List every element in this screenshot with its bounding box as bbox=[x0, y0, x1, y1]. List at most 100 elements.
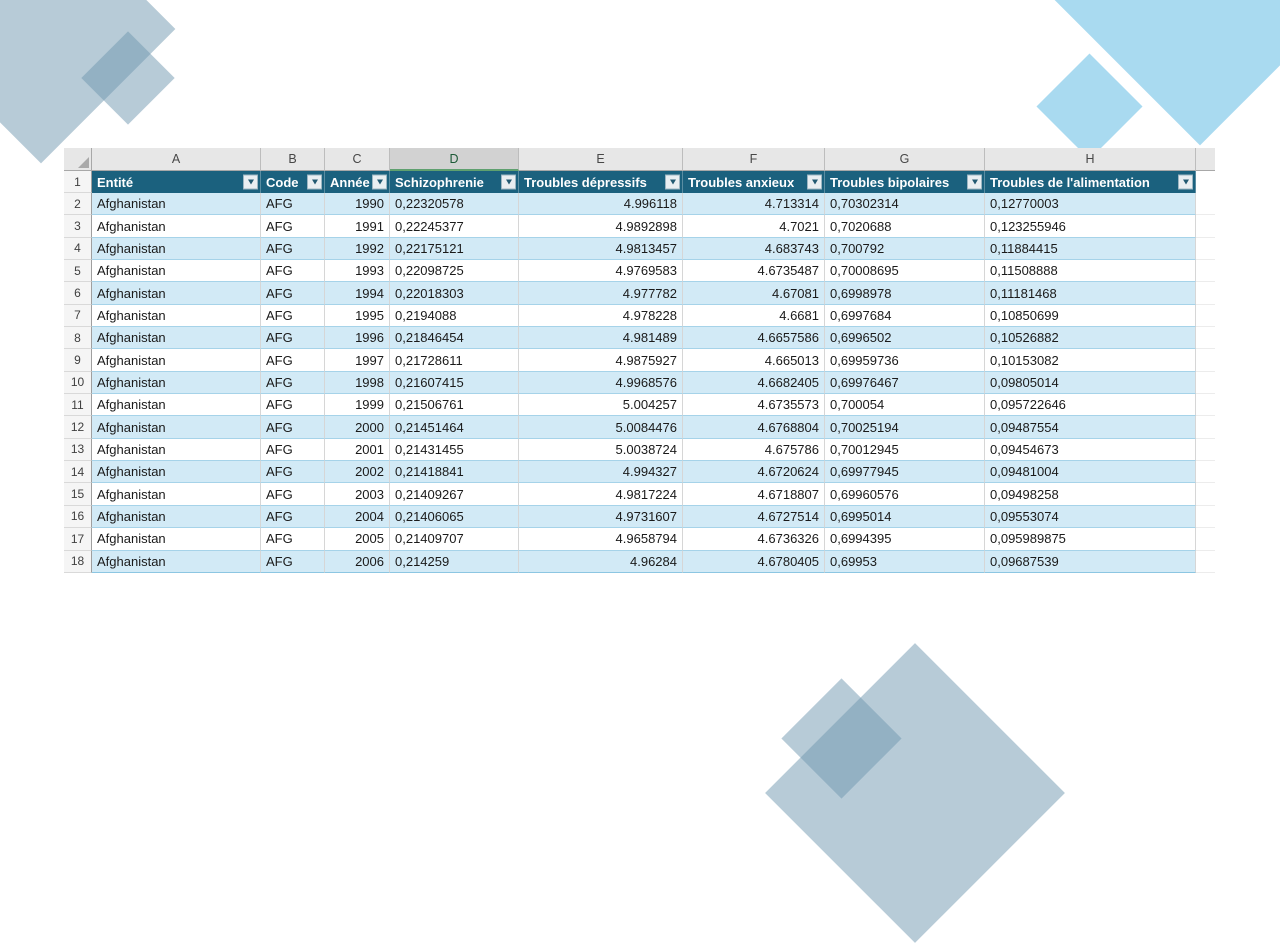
filter-button[interactable] bbox=[807, 174, 822, 190]
cell[interactable]: Afghanistan bbox=[92, 416, 261, 439]
cell[interactable]: 0,69960576 bbox=[825, 483, 985, 506]
cell[interactable]: Afghanistan bbox=[92, 193, 261, 216]
cell[interactable]: 4.9658794 bbox=[519, 528, 683, 551]
cell[interactable]: 0,09481004 bbox=[985, 461, 1196, 484]
cell[interactable]: 0,21451464 bbox=[390, 416, 519, 439]
cell[interactable]: 0,095722646 bbox=[985, 394, 1196, 417]
cell[interactable]: 2005 bbox=[325, 528, 390, 551]
cell[interactable]: 4.6718807 bbox=[683, 483, 825, 506]
cell[interactable]: 1998 bbox=[325, 371, 390, 395]
cell[interactable]: AFG bbox=[261, 394, 325, 417]
filter-button[interactable] bbox=[665, 174, 680, 190]
cell[interactable]: 4.96284 bbox=[519, 550, 683, 573]
cell[interactable]: 4.9968576 bbox=[519, 371, 683, 395]
cell[interactable]: AFG bbox=[261, 371, 325, 395]
cell[interactable]: 2000 bbox=[325, 416, 390, 439]
cell[interactable]: AFG bbox=[261, 260, 325, 283]
cell[interactable]: AFG bbox=[261, 282, 325, 305]
cell[interactable]: 4.6657586 bbox=[683, 327, 825, 350]
cell[interactable]: 1996 bbox=[325, 327, 390, 350]
cell[interactable]: 4.683743 bbox=[683, 237, 825, 261]
cell[interactable]: 0,6997684 bbox=[825, 304, 985, 328]
row-number[interactable]: 3 bbox=[64, 215, 92, 238]
cell[interactable]: AFG bbox=[261, 327, 325, 350]
row-number[interactable]: 2 bbox=[64, 193, 92, 216]
cell[interactable]: 0,21607415 bbox=[390, 371, 519, 395]
cell[interactable]: 0,2194088 bbox=[390, 304, 519, 328]
cell[interactable]: Afghanistan bbox=[92, 237, 261, 261]
cell[interactable]: Afghanistan bbox=[92, 483, 261, 506]
cell[interactable]: 4.9892898 bbox=[519, 215, 683, 238]
cell[interactable]: 0,11181468 bbox=[985, 282, 1196, 305]
row-number[interactable]: 6 bbox=[64, 282, 92, 305]
cell[interactable]: 0,11884415 bbox=[985, 237, 1196, 261]
cell[interactable]: 0,700054 bbox=[825, 394, 985, 417]
cell[interactable]: AFG bbox=[261, 416, 325, 439]
cell[interactable]: 0,09487554 bbox=[985, 416, 1196, 439]
row-number[interactable]: 11 bbox=[64, 394, 92, 417]
cell[interactable]: 2004 bbox=[325, 505, 390, 529]
cell[interactable]: Afghanistan bbox=[92, 282, 261, 305]
cell[interactable]: 0,22320578 bbox=[390, 193, 519, 216]
header-cell[interactable]: Code bbox=[261, 171, 325, 193]
cell[interactable]: 1993 bbox=[325, 260, 390, 283]
cell[interactable]: 4.665013 bbox=[683, 349, 825, 372]
cell[interactable]: 4.977782 bbox=[519, 282, 683, 305]
cell[interactable]: 0,70025194 bbox=[825, 416, 985, 439]
cell[interactable]: 0,21418841 bbox=[390, 461, 519, 484]
cell[interactable]: 2003 bbox=[325, 483, 390, 506]
cell[interactable]: 0,12770003 bbox=[985, 193, 1196, 216]
row-number[interactable]: 15 bbox=[64, 483, 92, 506]
cell[interactable]: 4.6736326 bbox=[683, 528, 825, 551]
cell[interactable]: AFG bbox=[261, 438, 325, 462]
header-cell[interactable]: Troubles anxieux bbox=[683, 171, 825, 193]
header-cell[interactable]: Année bbox=[325, 171, 390, 193]
cell[interactable]: AFG bbox=[261, 215, 325, 238]
cell[interactable]: 4.6720624 bbox=[683, 461, 825, 484]
cell[interactable]: 0,21409267 bbox=[390, 483, 519, 506]
cell[interactable]: 0,6996502 bbox=[825, 327, 985, 350]
row-number[interactable]: 13 bbox=[64, 438, 92, 462]
cell[interactable]: 4.7021 bbox=[683, 215, 825, 238]
column-letter-e[interactable]: E bbox=[519, 148, 683, 171]
row-number[interactable]: 5 bbox=[64, 260, 92, 283]
cell[interactable]: 4.67081 bbox=[683, 282, 825, 305]
row-number[interactable]: 18 bbox=[64, 550, 92, 573]
cell[interactable]: 0,22175121 bbox=[390, 237, 519, 261]
cell[interactable]: AFG bbox=[261, 483, 325, 506]
row-number[interactable]: 16 bbox=[64, 505, 92, 529]
cell[interactable]: 2002 bbox=[325, 461, 390, 484]
cell[interactable]: Afghanistan bbox=[92, 215, 261, 238]
cell[interactable]: 0,22018303 bbox=[390, 282, 519, 305]
cell[interactable]: 0,70012945 bbox=[825, 438, 985, 462]
row-number[interactable]: 14 bbox=[64, 461, 92, 484]
filter-button[interactable] bbox=[501, 174, 516, 190]
filter-button[interactable] bbox=[1178, 174, 1193, 190]
cell[interactable]: 4.6780405 bbox=[683, 550, 825, 573]
cell[interactable]: 0,22098725 bbox=[390, 260, 519, 283]
cell[interactable]: 0,214259 bbox=[390, 550, 519, 573]
cell[interactable]: 5.004257 bbox=[519, 394, 683, 417]
row-number[interactable]: 10 bbox=[64, 371, 92, 395]
cell[interactable]: 0,6994395 bbox=[825, 528, 985, 551]
cell[interactable]: 0,69959736 bbox=[825, 349, 985, 372]
row-number[interactable]: 1 bbox=[64, 171, 92, 193]
cell[interactable]: AFG bbox=[261, 505, 325, 529]
cell[interactable]: 1992 bbox=[325, 237, 390, 261]
cell[interactable]: 0,7020688 bbox=[825, 215, 985, 238]
cell[interactable]: 0,6998978 bbox=[825, 282, 985, 305]
cell[interactable]: 4.994327 bbox=[519, 461, 683, 484]
cell[interactable]: 4.981489 bbox=[519, 327, 683, 350]
row-number[interactable]: 4 bbox=[64, 237, 92, 261]
column-letter-c[interactable]: C bbox=[325, 148, 390, 171]
cell[interactable]: 4.9769583 bbox=[519, 260, 683, 283]
column-letter-b[interactable]: B bbox=[261, 148, 325, 171]
cell[interactable]: 0,09454673 bbox=[985, 438, 1196, 462]
filter-button[interactable] bbox=[372, 174, 387, 190]
cell[interactable]: AFG bbox=[261, 237, 325, 261]
column-letter-f[interactable]: F bbox=[683, 148, 825, 171]
cell[interactable]: Afghanistan bbox=[92, 371, 261, 395]
cell[interactable]: 0,6995014 bbox=[825, 505, 985, 529]
cell[interactable]: Afghanistan bbox=[92, 528, 261, 551]
cell[interactable]: 0,09553074 bbox=[985, 505, 1196, 529]
